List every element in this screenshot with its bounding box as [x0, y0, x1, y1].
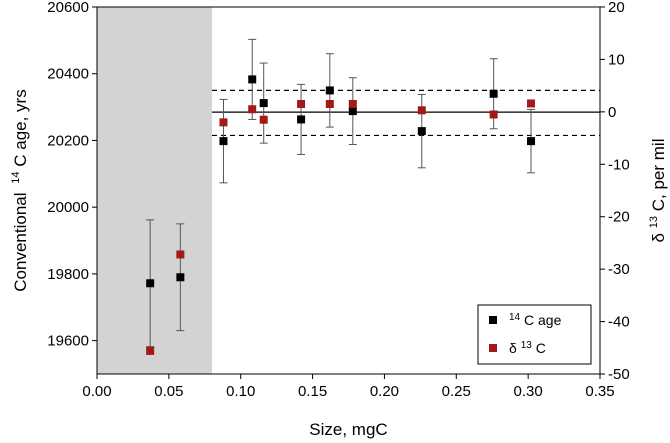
- left-tick-label: 19800: [47, 266, 89, 283]
- d13c-point: [219, 118, 228, 127]
- x-tick-label: 0.25: [442, 383, 471, 400]
- d13c-point: [527, 99, 536, 108]
- y-left-label-rest: C age, yrs: [11, 89, 30, 166]
- age-point: [219, 137, 228, 146]
- x-tick-label: 0.00: [82, 383, 111, 400]
- y-left-axis-label: Conventional 14 C age, yrs: [4, 89, 30, 291]
- left-tick-label: 20600: [47, 0, 89, 16]
- shaded-region: [97, 7, 212, 374]
- right-tick-label: -30: [608, 261, 630, 278]
- legend-marker-d13c: [489, 344, 497, 352]
- x-tick-label: 0.05: [154, 383, 183, 400]
- d13c-point: [417, 106, 426, 115]
- age-point: [417, 127, 426, 136]
- d13c-point: [348, 99, 357, 108]
- legend-box: [477, 304, 592, 365]
- age-point: [527, 137, 536, 146]
- left-tick-label: 20000: [47, 199, 89, 216]
- age-point: [176, 273, 185, 282]
- age-point: [325, 86, 334, 95]
- right-tick-label: -20: [608, 209, 630, 226]
- legend-marker-age: [489, 316, 497, 324]
- x-tick-label: 0.15: [298, 383, 327, 400]
- age-points: [146, 75, 536, 288]
- x-axis-label: Size, mgC: [309, 420, 387, 439]
- left-tick-label: 20400: [47, 66, 89, 83]
- y-right-label-sup: 13: [648, 216, 660, 228]
- d13c-point: [248, 105, 257, 114]
- legend-d13c-sup: 13: [521, 340, 533, 351]
- x-tick-label: 0.20: [370, 383, 399, 400]
- svg-text:Conventional 14 C: Conventional 14 C age, yrs: [4, 89, 30, 291]
- age-point: [248, 75, 257, 84]
- legend-age-rest: C age: [524, 312, 562, 328]
- y-left-label-sup: 14: [10, 171, 22, 183]
- d13c-point: [325, 99, 334, 108]
- right-tick-label: -10: [608, 156, 630, 173]
- y-right-axis-label: δ 13 C, per mil: [642, 139, 668, 243]
- legend-d13c-rest: C: [536, 340, 546, 356]
- d13c-points: [146, 99, 536, 355]
- right-axis-ticks: -50 -40 -30 -20 -10 0 10 20: [600, 0, 630, 383]
- age-point: [297, 115, 306, 124]
- x-axis-ticks: 0.00 0.05 0.10 0.15 0.20 0.25 0.30 0.35: [82, 374, 615, 400]
- legend-age-sup: 14: [509, 312, 521, 323]
- d13c-point: [297, 99, 306, 108]
- age-point: [348, 107, 357, 116]
- right-tick-label: 0: [608, 104, 616, 121]
- plot-frame: [96, 6, 601, 375]
- legend-label-age: 14 C age: [509, 307, 562, 328]
- y-right-label-rest: C, per mil: [649, 139, 668, 212]
- legend-label-d13c: δ 13 C: [509, 335, 546, 356]
- x-tick-label: 0.35: [585, 383, 614, 400]
- d13c-point: [489, 110, 498, 119]
- d13c-point: [176, 250, 185, 259]
- legend-d13c-prefix: δ: [509, 340, 517, 356]
- left-axis-ticks: 19600 19800 20000 20200 20400 20600: [47, 0, 97, 350]
- age-point: [259, 99, 268, 108]
- x-tick-label: 0.10: [226, 383, 255, 400]
- y-right-label-prefix: δ: [649, 233, 668, 242]
- legend: 14 C age δ 13 C: [477, 304, 592, 365]
- x-tick-label: 0.30: [514, 383, 543, 400]
- d13c-point: [146, 346, 155, 355]
- svg-text:δ 13 C, per mil: δ 13 C, per mil: [642, 139, 668, 243]
- age-point: [489, 89, 498, 98]
- right-tick-label: 20: [608, 0, 625, 16]
- right-tick-label: -50: [608, 366, 630, 383]
- age-point: [146, 279, 155, 288]
- left-tick-label: 19600: [47, 333, 89, 350]
- d13c-point: [259, 115, 268, 124]
- right-tick-label: -40: [608, 314, 630, 331]
- right-tick-label: 10: [608, 51, 625, 68]
- left-tick-label: 20200: [47, 132, 89, 149]
- y-left-label-main: Conventional: [11, 192, 30, 291]
